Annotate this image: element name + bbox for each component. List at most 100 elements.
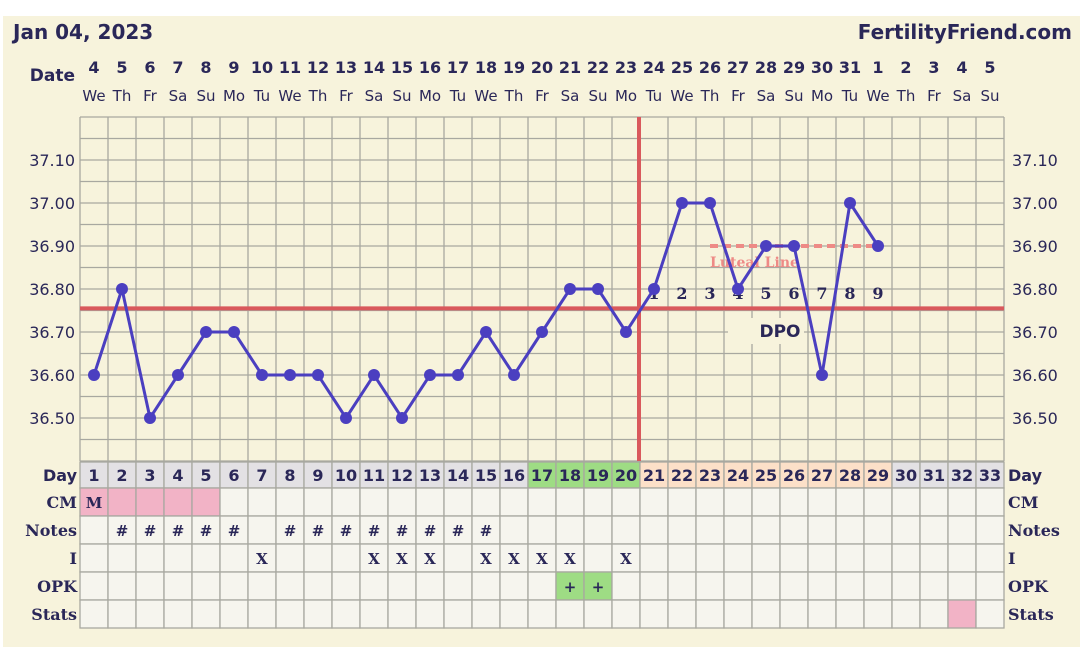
table-cell	[499, 487, 529, 517]
cell-mark: #	[480, 522, 493, 540]
date-label: 2	[900, 58, 911, 77]
weekday-label: Sa	[953, 87, 972, 105]
table-cell	[891, 599, 921, 629]
table-cell	[527, 599, 557, 629]
table-cell	[807, 543, 837, 573]
temperature-point	[732, 283, 744, 295]
weekday-label: Tu	[841, 87, 858, 105]
y-tick-right: 36.90	[1012, 237, 1058, 256]
table-cell	[583, 599, 613, 629]
table-cell	[107, 599, 137, 629]
table-cell	[695, 487, 725, 517]
table-cell	[79, 515, 109, 545]
table-cell	[695, 543, 725, 573]
table-cell	[303, 487, 333, 517]
date-label: 13	[335, 58, 357, 77]
y-tick-right: 36.60	[1012, 366, 1058, 385]
date-label: 8	[200, 58, 211, 77]
table-cell	[555, 599, 585, 629]
table-cell	[275, 487, 305, 517]
weekday-label: Mo	[811, 87, 833, 105]
weekday-label: Fr	[731, 87, 746, 105]
dpo-label: 3	[704, 284, 715, 303]
temperature-point	[788, 240, 800, 252]
table-cell	[863, 487, 893, 517]
weekday-label: Tu	[449, 87, 466, 105]
weekday-label: Th	[700, 87, 720, 105]
table-cell	[751, 461, 781, 489]
table-cell	[919, 599, 949, 629]
table-cell	[471, 571, 501, 601]
table-cell	[247, 515, 277, 545]
table-cell	[947, 515, 977, 545]
dpo-text: DPO	[759, 322, 800, 342]
table-cell	[751, 599, 781, 629]
day-number: 2	[116, 466, 127, 485]
table-cell	[219, 571, 249, 601]
day-number: 33	[979, 466, 1001, 485]
table-cell	[387, 571, 417, 601]
cell-mark: X	[396, 550, 408, 568]
date-label: 27	[727, 58, 749, 77]
table-cell	[751, 543, 781, 573]
weekday-label: Th	[308, 87, 328, 105]
dpo-label: 8	[844, 284, 855, 303]
table-cell	[891, 461, 921, 489]
date-label: 11	[279, 58, 301, 77]
temperature-point	[200, 326, 212, 338]
weekday-label: Mo	[223, 87, 245, 105]
weekday-label: Fr	[927, 87, 942, 105]
table-cell	[163, 571, 193, 601]
temperature-point	[844, 197, 856, 209]
date-label: 1	[872, 58, 883, 77]
table-cell	[331, 515, 361, 545]
table-cell	[751, 487, 781, 517]
table-cell	[611, 487, 641, 517]
date-label: 30	[811, 58, 833, 77]
table-cell	[807, 487, 837, 517]
table-cell	[919, 543, 949, 573]
table-cell	[359, 487, 389, 517]
site-logo[interactable]: FertilityFriend.com	[858, 20, 1072, 44]
day-number: 25	[755, 466, 777, 485]
table-cell	[695, 461, 725, 489]
row-label-right-cm: CM	[1008, 493, 1038, 512]
day-number: 10	[335, 466, 357, 485]
date-label: 25	[671, 58, 693, 77]
y-tick-left: 36.50	[29, 409, 75, 428]
temperature-point	[172, 369, 184, 381]
table-cell	[695, 571, 725, 601]
table-cell	[135, 543, 165, 573]
cell-mark: #	[368, 522, 381, 540]
day-number: 15	[475, 466, 497, 485]
y-tick-right: 37.00	[1012, 194, 1058, 213]
y-tick-left: 36.60	[29, 366, 75, 385]
weekday-label: Fr	[339, 87, 354, 105]
table-cell	[219, 599, 249, 629]
day-number: 14	[447, 466, 469, 485]
table-cell	[79, 461, 109, 489]
row-label-right-day: Day	[1008, 466, 1043, 485]
row-label-i: I	[70, 549, 77, 568]
cell-mark: X	[480, 550, 492, 568]
day-number: 21	[643, 466, 665, 485]
day-number: 23	[699, 466, 721, 485]
table-cell	[387, 515, 417, 545]
day-number: 12	[391, 466, 413, 485]
temperature-point	[88, 369, 100, 381]
date-label: 5	[116, 58, 127, 77]
table-cell	[667, 487, 697, 517]
table-cell	[443, 571, 473, 601]
table-cell	[303, 571, 333, 601]
table-cell	[527, 487, 557, 517]
date-label: 10	[251, 58, 273, 77]
day-number: 7	[256, 466, 267, 485]
table-cell	[79, 599, 109, 629]
temperature-point	[760, 240, 772, 252]
table-cell	[331, 543, 361, 573]
row-label-stats: Stats	[31, 605, 77, 624]
y-tick-left: 36.90	[29, 237, 75, 256]
table-cell	[387, 487, 417, 517]
temperature-point	[424, 369, 436, 381]
table-cell	[499, 571, 529, 601]
